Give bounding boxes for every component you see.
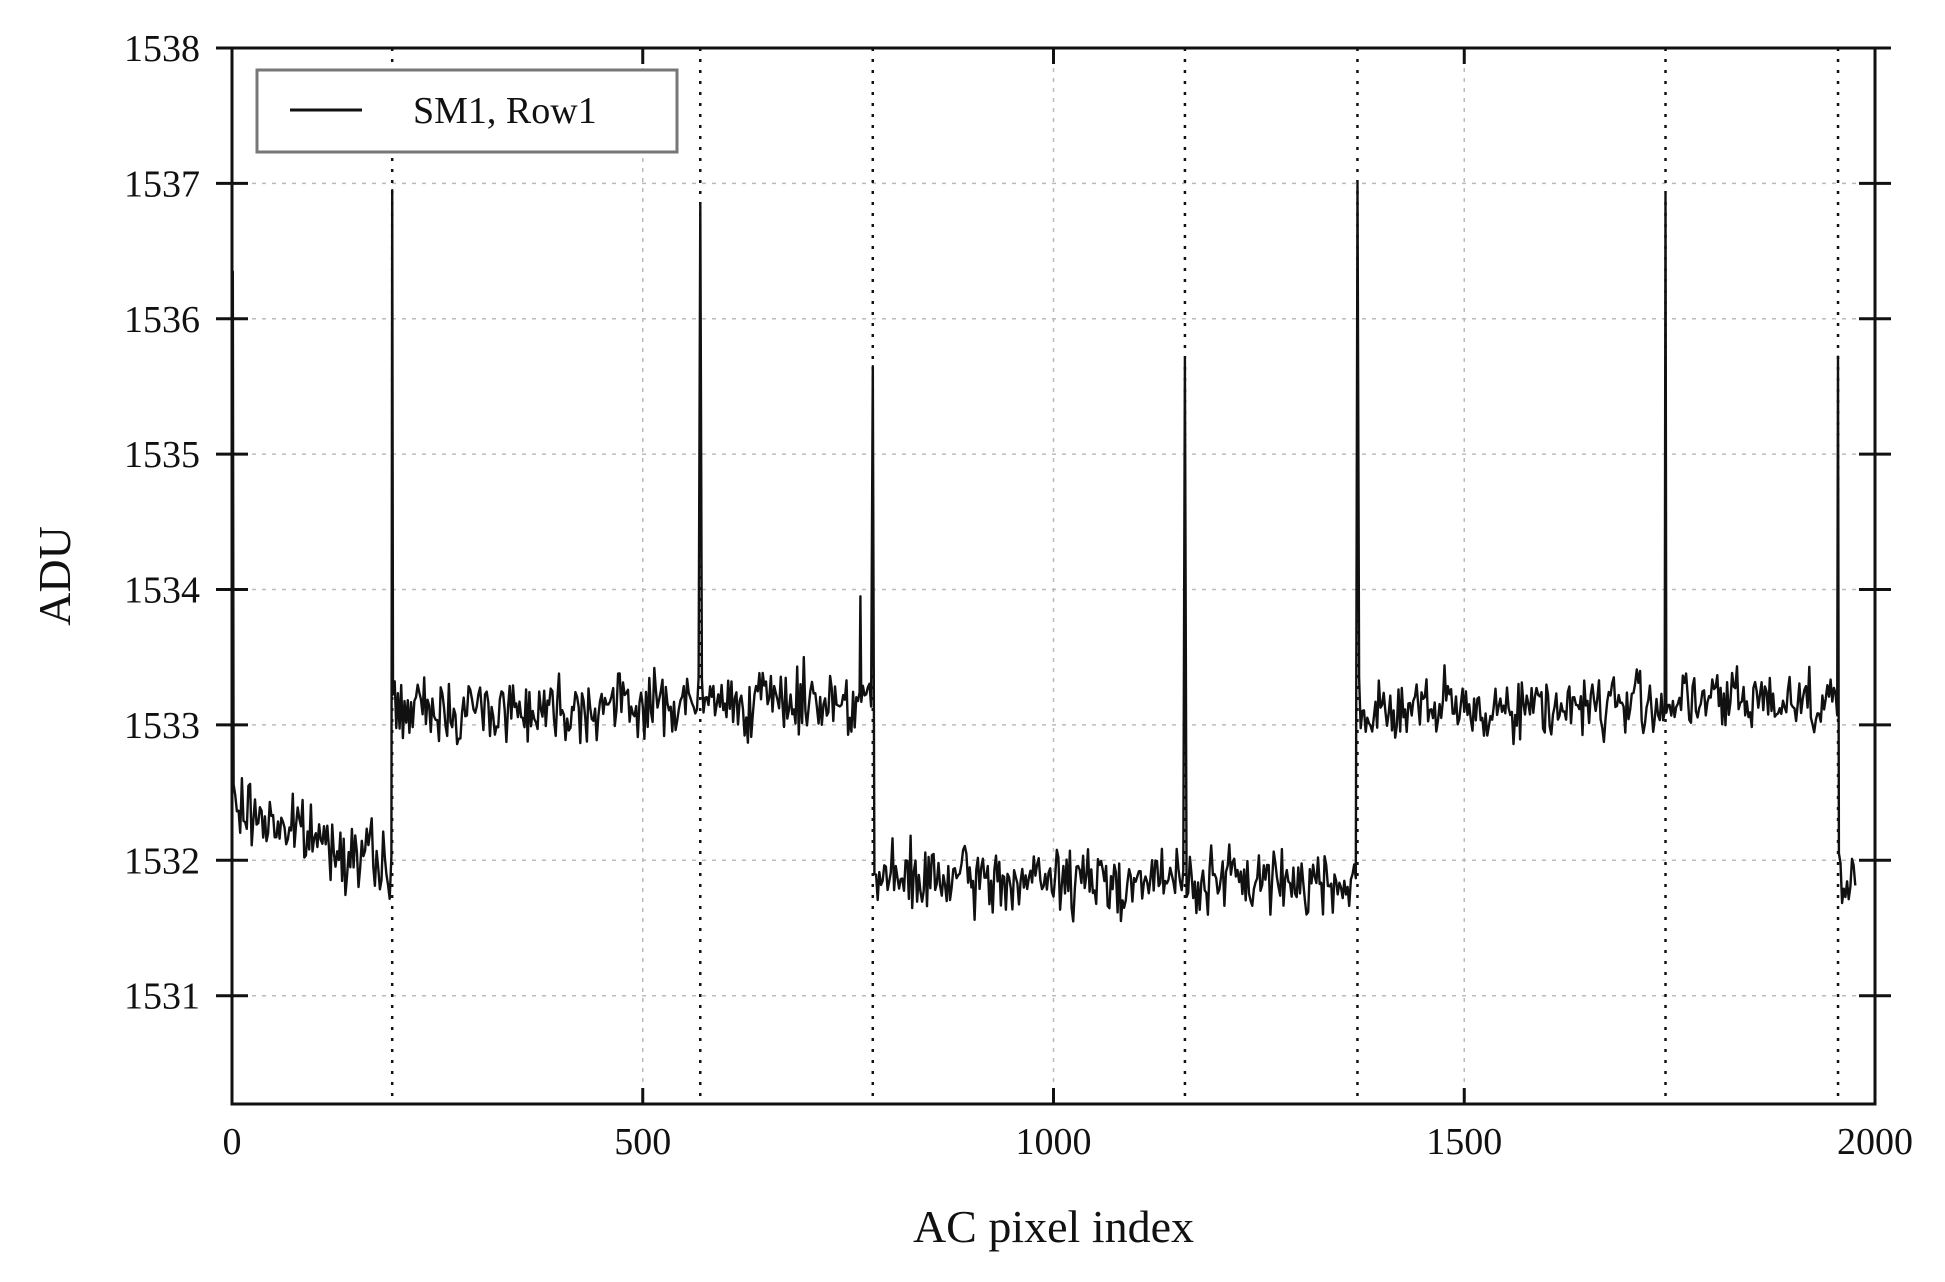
y-tick-label-1533: 1533 xyxy=(124,705,200,747)
x-tick-labels: 0 500 1000 1500 2000 xyxy=(223,1121,1914,1163)
x-tick-label-500: 500 xyxy=(614,1121,671,1163)
series-layer xyxy=(230,182,1857,923)
axis-ticks xyxy=(216,46,1891,1104)
x-tick-label-2000: 2000 xyxy=(1837,1121,1913,1163)
x-tick-label-1500: 1500 xyxy=(1426,1121,1502,1163)
x-tick-label-1000: 1000 xyxy=(1016,1121,1092,1163)
y-tick-label-1535: 1535 xyxy=(124,434,200,476)
y-tick-label-1532: 1532 xyxy=(124,840,200,882)
y-tick-label-1534: 1534 xyxy=(124,570,200,612)
y-tick-labels: 1531 1532 1533 1534 1535 1536 1537 1538 xyxy=(124,28,200,1018)
legend: SM1, Row1 xyxy=(255,68,679,154)
y-axis-title: ADU xyxy=(29,526,80,626)
y-tick-label-1537: 1537 xyxy=(124,163,200,205)
x-tick-label-0: 0 xyxy=(223,1121,242,1163)
series-line-0 xyxy=(230,182,1857,923)
y-tick-label-1536: 1536 xyxy=(124,299,200,341)
y-tick-label-1538: 1538 xyxy=(124,28,200,70)
legend-label-sm1-row1: SM1, Row1 xyxy=(413,90,597,132)
x-axis-title: AC pixel index xyxy=(913,1201,1194,1252)
y-tick-label-1531: 1531 xyxy=(124,976,200,1018)
